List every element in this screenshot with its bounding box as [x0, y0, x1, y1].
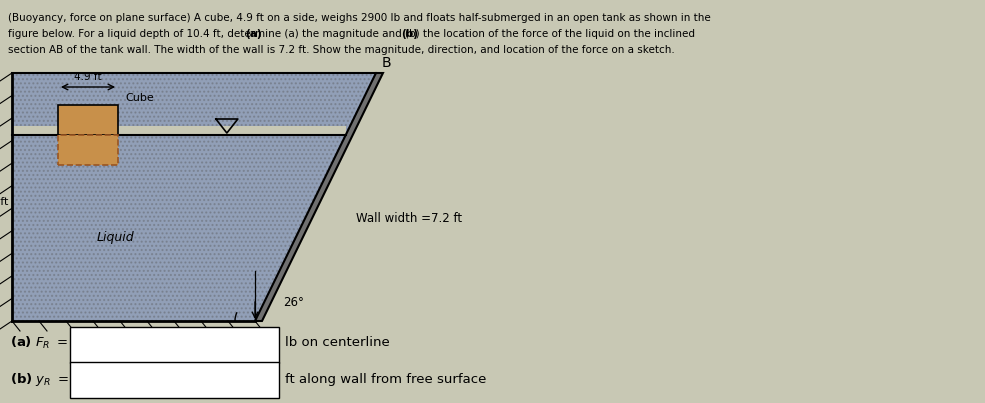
- FancyBboxPatch shape: [70, 362, 279, 398]
- Text: Liquid: Liquid: [97, 231, 134, 245]
- Polygon shape: [12, 73, 376, 321]
- Text: $\mathbf{(b)}\ y_R\ =$: $\mathbf{(b)}\ y_R\ =$: [10, 370, 69, 388]
- Text: (a): (a): [245, 29, 262, 39]
- Text: 26°: 26°: [283, 297, 304, 310]
- Text: lb on centerline: lb on centerline: [285, 337, 390, 349]
- Text: Wall width =7.2 ft: Wall width =7.2 ft: [356, 212, 462, 224]
- Polygon shape: [255, 73, 383, 321]
- Text: (b): (b): [401, 29, 418, 39]
- Bar: [58, 135, 118, 165]
- Text: (Buoyancy, force on plane surface) A cube, 4.9 ft on a side, weighs 2900 lb and : (Buoyancy, force on plane surface) A cub…: [8, 13, 711, 23]
- Bar: [58, 105, 118, 135]
- Text: Cube: Cube: [125, 93, 154, 103]
- Polygon shape: [12, 126, 346, 136]
- Text: 10.4 ft: 10.4 ft: [0, 197, 8, 207]
- Text: section AB of the tank wall. The width of the wall is 7.2 ft. Show the magnitude: section AB of the tank wall. The width o…: [8, 45, 675, 55]
- Text: ft along wall from free surface: ft along wall from free surface: [285, 372, 487, 386]
- Text: figure below. For a liquid depth of 10.4 ft, determine (a) the magnitude and (b): figure below. For a liquid depth of 10.4…: [8, 29, 695, 39]
- Text: 4.9 ft: 4.9 ft: [74, 72, 101, 82]
- Text: A: A: [253, 334, 263, 348]
- FancyBboxPatch shape: [70, 327, 279, 363]
- Text: $\mathbf{(a)}\ F_R\ =$: $\mathbf{(a)}\ F_R\ =$: [10, 335, 68, 351]
- Text: B: B: [381, 56, 391, 70]
